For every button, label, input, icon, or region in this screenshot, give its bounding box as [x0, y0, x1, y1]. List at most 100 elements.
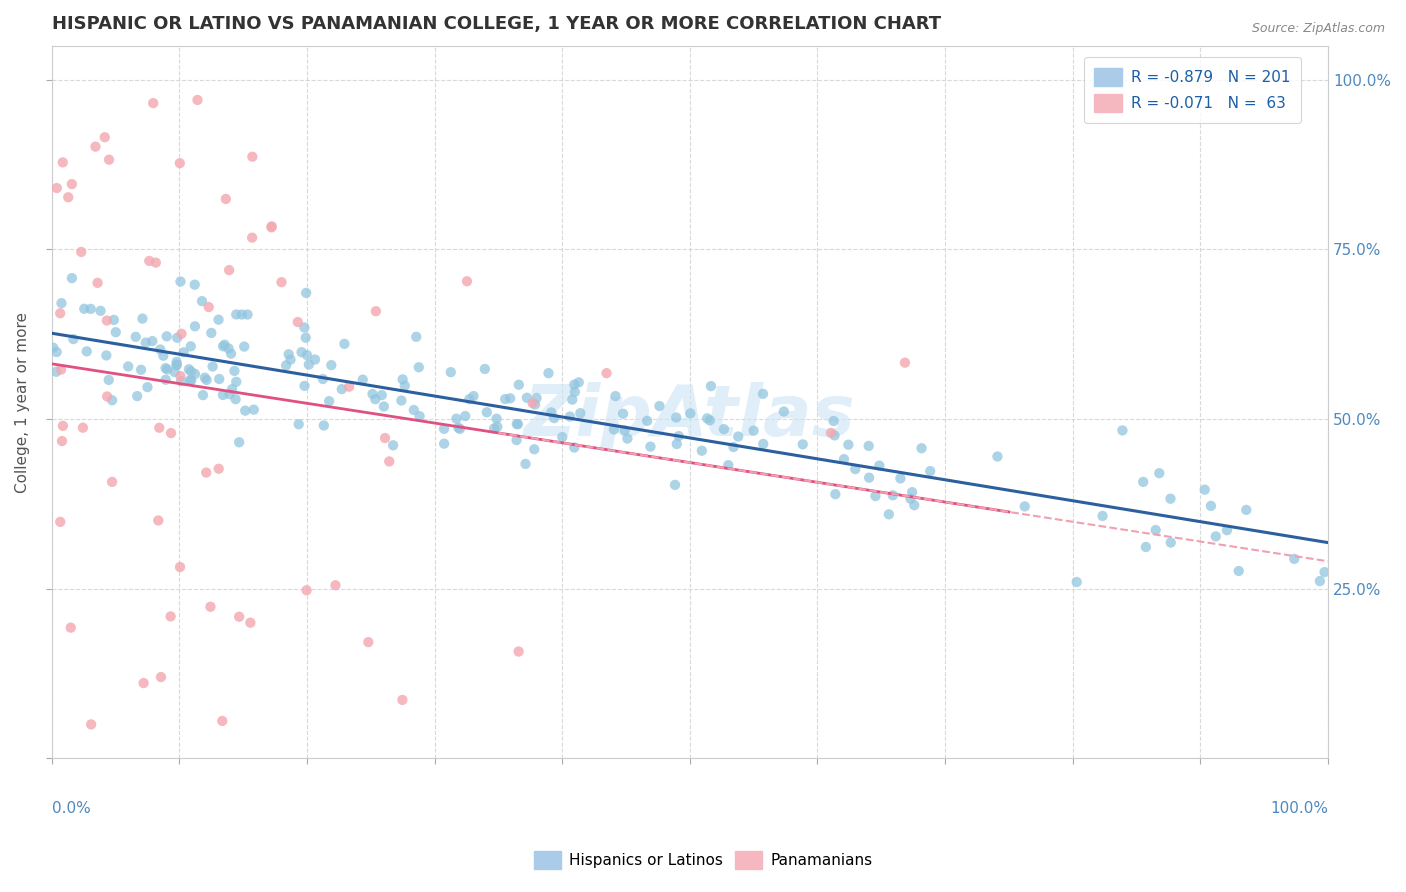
Point: [371, 388, 394, 402]
Point: [117, 359, 139, 374]
Point: [166, 358, 188, 372]
Point: [832, 452, 855, 467]
Point: [94, 130, 117, 145]
Point: [433, 422, 456, 436]
Point: [60, 271, 83, 285]
Point: [894, 356, 917, 370]
Point: [454, 409, 477, 423]
Point: [76, 344, 98, 359]
Point: [1014, 500, 1036, 514]
Point: [51, 296, 73, 310]
Point: [169, 369, 191, 384]
Point: [184, 367, 207, 381]
Point: [148, 513, 170, 527]
Point: [228, 609, 250, 624]
Point: [73, 301, 96, 316]
Point: [752, 387, 775, 401]
Point: [215, 192, 238, 206]
Point: [208, 372, 231, 386]
Point: [239, 615, 262, 630]
Point: [170, 374, 193, 388]
Point: [679, 406, 702, 420]
Point: [665, 437, 688, 451]
Point: [173, 345, 195, 359]
Point: [195, 466, 218, 480]
Point: [612, 407, 634, 421]
Point: [1234, 503, 1257, 517]
Point: [177, 362, 200, 376]
Point: [858, 471, 880, 485]
Point: [486, 419, 509, 434]
Point: [295, 583, 318, 598]
Point: [516, 391, 538, 405]
Point: [727, 429, 749, 443]
Point: [456, 274, 478, 288]
Point: [772, 404, 794, 418]
Y-axis label: College, 1 year or more: College, 1 year or more: [15, 311, 30, 492]
Point: [901, 485, 924, 500]
Point: [1199, 499, 1222, 513]
Point: [526, 391, 548, 405]
Point: [224, 364, 246, 378]
Point: [101, 475, 124, 489]
Point: [868, 458, 890, 473]
Point: [865, 489, 887, 503]
Text: HISPANIC OR LATINO VS PANAMANIAN COLLEGE, 1 YEAR OR MORE CORRELATION CHART: HISPANIC OR LATINO VS PANAMANIAN COLLEGE…: [52, 15, 941, 33]
Point: [127, 389, 149, 403]
Point: [104, 325, 127, 339]
Point: [312, 418, 335, 433]
Point: [49, 362, 72, 376]
Point: [294, 331, 316, 345]
Point: [446, 411, 468, 425]
Point: [240, 230, 263, 244]
Point: [129, 363, 152, 377]
Point: [792, 437, 814, 451]
Point: [145, 255, 167, 269]
Point: [233, 403, 256, 417]
Point: [169, 560, 191, 574]
Point: [159, 609, 181, 624]
Legend: Hispanics or Latinos, Panamanians: Hispanics or Latinos, Panamanians: [527, 845, 879, 875]
Point: [1091, 508, 1114, 523]
Point: [337, 380, 360, 394]
Point: [440, 365, 463, 379]
Point: [474, 362, 496, 376]
Point: [499, 392, 522, 406]
Point: [49, 515, 72, 529]
Point: [200, 599, 222, 614]
Point: [837, 438, 859, 452]
Point: [225, 375, 247, 389]
Point: [155, 361, 177, 376]
Point: [640, 440, 662, 454]
Point: [180, 364, 202, 378]
Point: [294, 379, 316, 393]
Point: [218, 342, 240, 356]
Point: [595, 366, 617, 380]
Point: [357, 635, 380, 649]
Point: [475, 405, 498, 419]
Point: [364, 392, 387, 407]
Point: [179, 373, 201, 387]
Point: [225, 308, 247, 322]
Point: [136, 380, 159, 394]
Point: [900, 491, 922, 506]
Point: [200, 326, 222, 340]
Point: [515, 457, 537, 471]
Point: [166, 331, 188, 345]
Point: [903, 498, 925, 512]
Point: [352, 373, 374, 387]
Point: [260, 220, 283, 235]
Point: [1313, 565, 1336, 579]
Point: [52, 155, 75, 169]
Point: [668, 429, 690, 443]
Point: [494, 392, 516, 406]
Point: [752, 437, 775, 451]
Point: [96, 389, 118, 403]
Point: [458, 392, 481, 407]
Point: [696, 411, 718, 425]
Point: [96, 313, 118, 327]
Point: [149, 343, 172, 357]
Point: [191, 294, 214, 309]
Point: [221, 382, 243, 396]
Point: [361, 387, 384, 401]
